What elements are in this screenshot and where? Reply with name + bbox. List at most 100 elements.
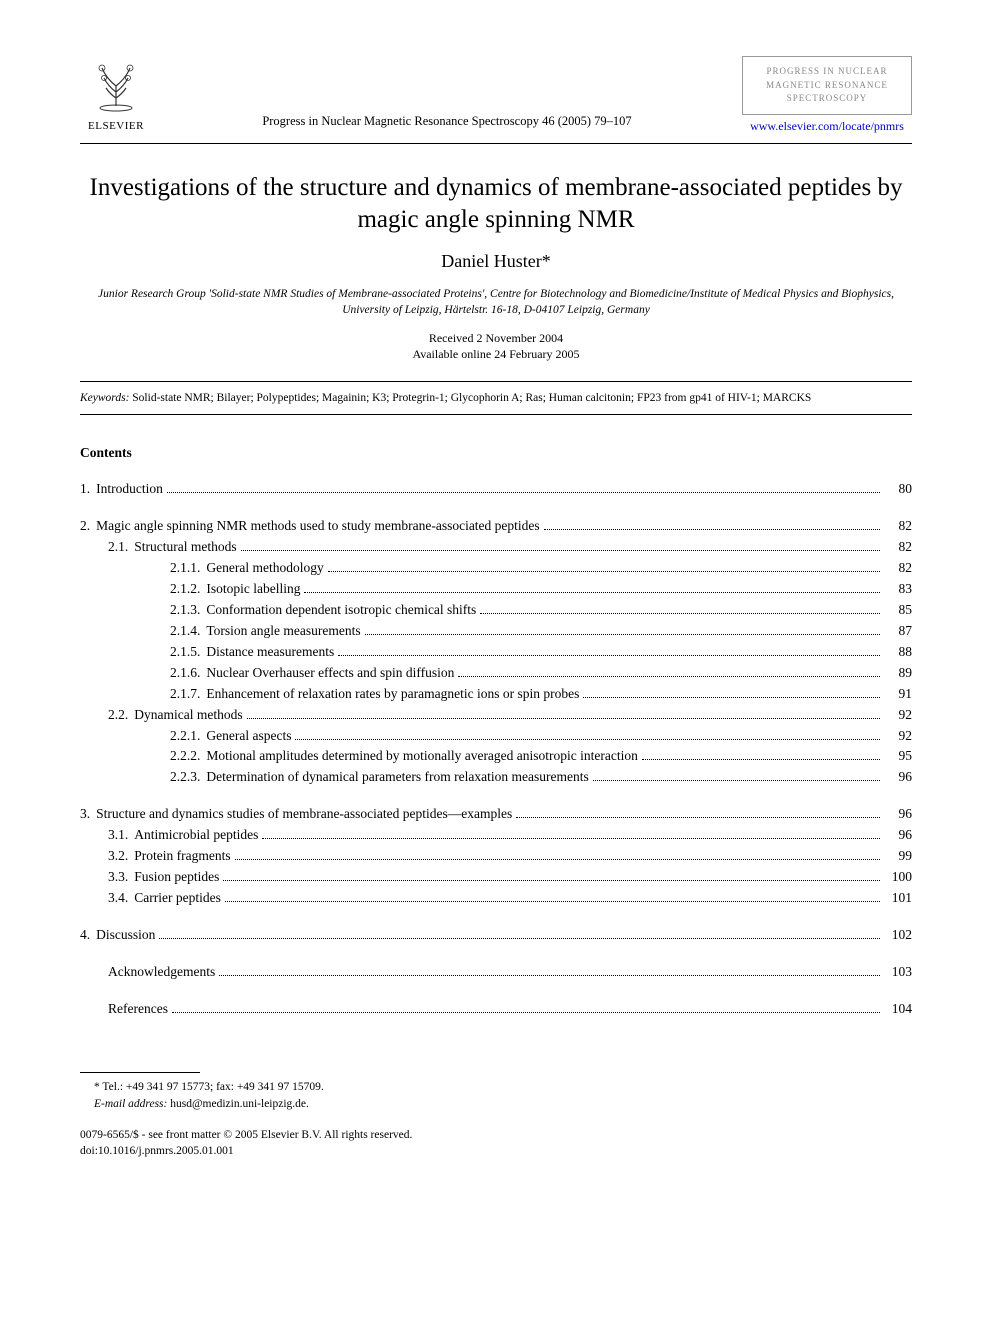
toc-number: 2.1.7. (170, 684, 206, 705)
toc-page-number: 96 (884, 804, 912, 825)
toc-leader-dots (167, 492, 880, 493)
toc-entry-text: General methodology (206, 558, 323, 579)
toc-number: 2.1.1. (170, 558, 206, 579)
toc-page-number: 82 (884, 558, 912, 579)
journal-title-line2: MAGNETIC RESONANCE (749, 79, 905, 93)
toc-leader-dots (295, 739, 880, 740)
toc-page-number: 96 (884, 767, 912, 788)
toc-leader-dots (262, 838, 880, 839)
toc-row: 1.Introduction 80 (80, 479, 912, 500)
toc-row: 2.1.Structural methods 82 (80, 537, 912, 558)
toc-row: 2.Magic angle spinning NMR methods used … (80, 516, 912, 537)
toc-row: Acknowledgements 103 (80, 962, 912, 983)
journal-title-line1: PROGRESS IN NUCLEAR (749, 65, 905, 79)
toc-leader-dots (583, 697, 880, 698)
toc-entry-text: References (108, 999, 168, 1020)
toc-leader-dots (223, 880, 880, 881)
toc-row: 2.2.1.General aspects92 (80, 726, 912, 747)
toc-number: 2.1.3. (170, 600, 206, 621)
toc-leader-dots (544, 529, 880, 530)
toc-row: 2.2.3.Determination of dynamical paramet… (80, 767, 912, 788)
toc-entry-text: Acknowledgements (108, 962, 215, 983)
toc-entry-text: Enhancement of relaxation rates by param… (206, 684, 579, 705)
toc-row: 2.1.3.Conformation dependent isotropic c… (80, 600, 912, 621)
toc-page-number: 102 (884, 925, 912, 946)
toc-leader-dots (642, 759, 880, 760)
toc-entry-text: Structural methods (134, 537, 236, 558)
publication-dates: Received 2 November 2004 Available onlin… (80, 330, 912, 364)
keywords-text: Solid-state NMR; Bilayer; Polypeptides; … (129, 392, 811, 404)
toc-page-number: 85 (884, 600, 912, 621)
toc-entry-text: Carrier peptides (134, 888, 221, 909)
toc-page-number: 83 (884, 579, 912, 600)
toc-number: 3.1. (108, 825, 134, 846)
toc-page-number: 87 (884, 621, 912, 642)
toc-block: 3.Structure and dynamics studies of memb… (80, 804, 912, 909)
journal-link[interactable]: www.elsevier.com/locate/pnmrs (750, 119, 904, 133)
toc-entry-text: Magic angle spinning NMR methods used to… (96, 516, 540, 537)
author-name: Daniel Huster* (80, 251, 912, 272)
toc-entry-text: Nuclear Overhauser effects and spin diff… (206, 663, 454, 684)
toc-page-number: 82 (884, 537, 912, 558)
article-title: Investigations of the structure and dyna… (80, 172, 912, 237)
toc-entry-text: Structure and dynamics studies of membra… (96, 804, 512, 825)
toc-entry-text: Torsion angle measurements (206, 621, 360, 642)
toc-number: 1. (80, 479, 96, 500)
toc-block: Acknowledgements 103 (80, 962, 912, 983)
toc-row: 3.Structure and dynamics studies of memb… (80, 804, 912, 825)
toc-number: 2.2.1. (170, 726, 206, 747)
toc-page-number: 104 (884, 999, 912, 1020)
journal-title-box: PROGRESS IN NUCLEAR MAGNETIC RESONANCE S… (742, 56, 912, 115)
toc-leader-dots (516, 817, 880, 818)
toc-page-number: 92 (884, 726, 912, 747)
toc-leader-dots (338, 655, 880, 656)
journal-title-line3: SPECTROSCOPY (749, 92, 905, 106)
header-row: ELSEVIER Progress in Nuclear Magnetic Re… (80, 56, 912, 135)
toc-leader-dots (225, 901, 880, 902)
table-of-contents: 1.Introduction 80 2.Magic angle spinning N… (80, 479, 912, 1019)
toc-number: 2.1.2. (170, 579, 206, 600)
toc-leader-dots (172, 1012, 880, 1013)
toc-row: 3.3.Fusion peptides100 (80, 867, 912, 888)
toc-page-number: 101 (884, 888, 912, 909)
toc-number: 2.1. (108, 537, 134, 558)
copyright-line1: 0079-6565/$ - see front matter © 2005 El… (80, 1127, 912, 1143)
toc-number: 2.2.3. (170, 767, 206, 788)
affiliation: Junior Research Group 'Solid-state NMR S… (80, 286, 912, 318)
header-rule (80, 143, 912, 144)
toc-entry-text: Motional amplitudes determined by motion… (206, 746, 638, 767)
toc-page-number: 100 (884, 867, 912, 888)
toc-row: 2.1.4.Torsion angle measurements87 (80, 621, 912, 642)
keywords-rule-bottom (80, 414, 912, 415)
toc-number: 3. (80, 804, 96, 825)
publisher-logo: ELSEVIER (80, 56, 152, 132)
contents-heading: Contents (80, 445, 912, 461)
toc-leader-dots (458, 676, 880, 677)
toc-leader-dots (247, 718, 880, 719)
footnote-email-label: E-mail address: (94, 1098, 167, 1110)
toc-page-number: 88 (884, 642, 912, 663)
toc-row: 3.2.Protein fragments99 (80, 846, 912, 867)
toc-number: 4. (80, 925, 96, 946)
toc-number: 3.4. (108, 888, 134, 909)
toc-entry-text: Dynamical methods (134, 705, 242, 726)
footnote-email: husd@medizin.uni-leipzig.de. (167, 1098, 309, 1110)
toc-entry-text: Distance measurements (206, 642, 334, 663)
toc-page-number: 96 (884, 825, 912, 846)
toc-entry-text: Protein fragments (134, 846, 230, 867)
keywords-label: Keywords: (80, 392, 129, 404)
toc-leader-dots (593, 780, 880, 781)
toc-row: 2.2.2.Motional amplitudes determined by … (80, 746, 912, 767)
toc-entry-text: Introduction (96, 479, 163, 500)
toc-page-number: 103 (884, 962, 912, 983)
journal-box: PROGRESS IN NUCLEAR MAGNETIC RESONANCE S… (742, 56, 912, 135)
toc-block: References 104 (80, 999, 912, 1020)
toc-leader-dots (365, 634, 880, 635)
toc-leader-dots (159, 938, 880, 939)
toc-row: 2.1.6.Nuclear Overhauser effects and spi… (80, 663, 912, 684)
toc-entry-text: Conformation dependent isotropic chemica… (206, 600, 476, 621)
toc-number: 3.3. (108, 867, 134, 888)
toc-entry-text: Discussion (96, 925, 155, 946)
toc-page-number: 80 (884, 479, 912, 500)
received-date: Received 2 November 2004 (80, 330, 912, 347)
